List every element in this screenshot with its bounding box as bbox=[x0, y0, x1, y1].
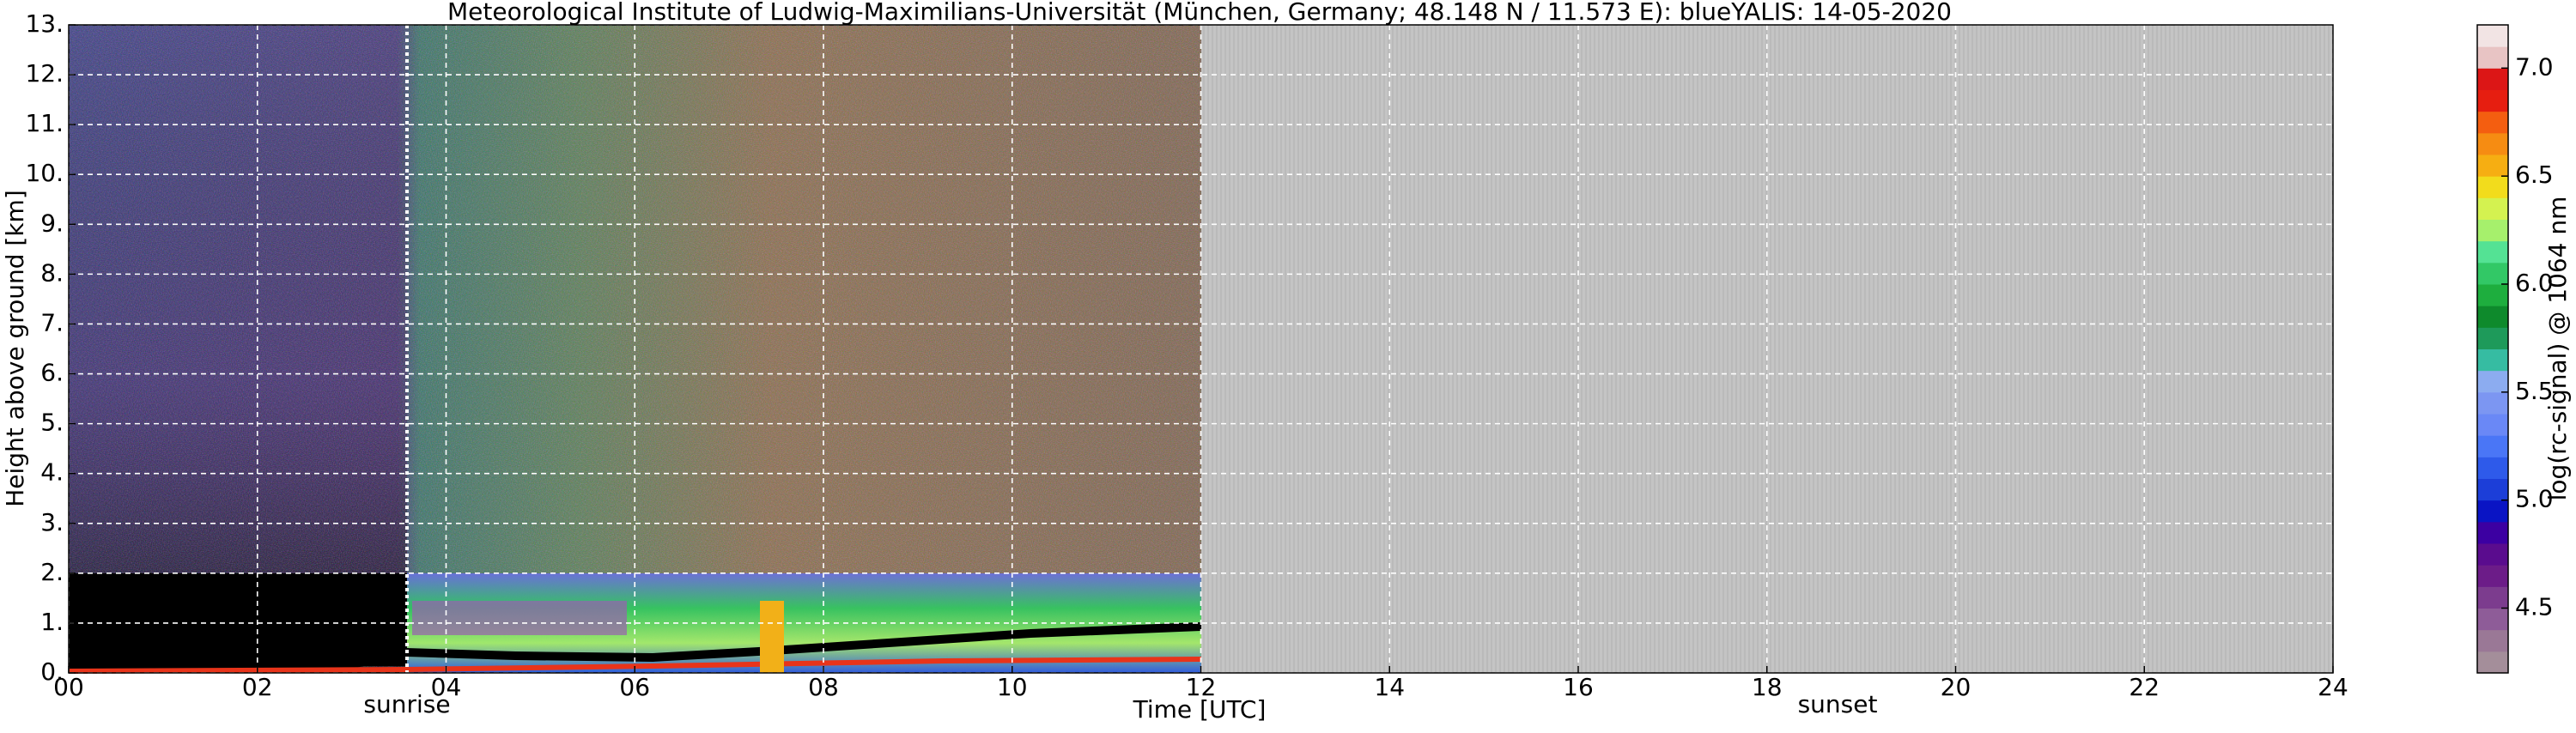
colorbar-segment bbox=[2477, 154, 2508, 177]
y-tick-label: 10. bbox=[25, 159, 64, 187]
x-tick-label: 20 bbox=[1941, 673, 1971, 701]
colorbar-tick-label: 5.0 bbox=[2515, 485, 2554, 513]
colorbar-segment bbox=[2477, 262, 2508, 285]
colorbar-tick-label: 5.5 bbox=[2515, 377, 2554, 405]
colorbar-tick-label: 6.5 bbox=[2515, 161, 2554, 189]
axes: 00 02 04 06 08 10 12 14 16 18 20 22 24 0. 1. 2. 3. 4. 5. 6.… bbox=[25, 9, 2348, 701]
colorbar-segment bbox=[2477, 457, 2508, 479]
x-tick-label: 12 bbox=[1186, 673, 1217, 701]
y-tick-label: 2. bbox=[40, 558, 64, 586]
colorbar-segment bbox=[2477, 543, 2508, 566]
colorbar-frame bbox=[2476, 24, 2509, 674]
colorbar-segment bbox=[2477, 500, 2508, 523]
colorbar: 4.5 5.0 5.5 6.0 6.5 7.0 bbox=[2476, 24, 2554, 674]
y-tick-label: 1. bbox=[40, 608, 64, 636]
colorbar-segment bbox=[2477, 306, 2508, 328]
colorbar-segment bbox=[2477, 586, 2508, 609]
colorbar-segment bbox=[2477, 414, 2508, 436]
annotation: sunrise bbox=[363, 690, 450, 718]
residual-layer bbox=[412, 601, 627, 635]
y-tick-label: 0. bbox=[40, 657, 64, 686]
colorbar-segment bbox=[2477, 435, 2508, 457]
colorbar-segment bbox=[2477, 651, 2508, 674]
x-axis-label: Time [UTC] bbox=[1133, 695, 1267, 724]
y-tick-label: 11. bbox=[25, 109, 64, 137]
colorbar-segment bbox=[2477, 111, 2508, 134]
colorbar-tick-label: 4.5 bbox=[2515, 593, 2554, 621]
y-tick-label: 5. bbox=[40, 409, 64, 437]
y-tick-label: 3. bbox=[40, 508, 64, 536]
colorbar-segment bbox=[2477, 629, 2508, 652]
colorbar-segment bbox=[2477, 176, 2508, 198]
y-tick-label: 9. bbox=[40, 209, 64, 237]
colorbar-segment bbox=[2477, 608, 2508, 631]
colorbar-segment bbox=[2477, 240, 2508, 264]
boundary-layer bbox=[407, 573, 1201, 673]
y-tick-label: 7. bbox=[40, 308, 64, 336]
x-tick-label: 08 bbox=[808, 673, 839, 701]
y-tick-label: 12. bbox=[25, 59, 64, 88]
colorbar-segment bbox=[2477, 46, 2508, 69]
colorbar-segment bbox=[2477, 219, 2508, 242]
chart-title: Meteorological Institute of Ludwig-Maxim… bbox=[447, 0, 1952, 26]
x-tick-label: 14 bbox=[1374, 673, 1405, 701]
colorbar-segment bbox=[2477, 197, 2508, 220]
cloud-feature bbox=[760, 601, 784, 673]
colorbar-segment bbox=[2477, 25, 2508, 47]
colorbar-segment bbox=[2477, 348, 2508, 372]
x-tick-label: 24 bbox=[2318, 673, 2348, 701]
colorbar-segment bbox=[2477, 391, 2508, 415]
colorbar-label: log(rc-signal) @ 1064 nm bbox=[2543, 197, 2572, 501]
x-tick-label: 06 bbox=[619, 673, 650, 701]
x-tick-label: 16 bbox=[1563, 673, 1594, 701]
colorbar-tick-label: 7.0 bbox=[2515, 52, 2554, 81]
colorbar-segment bbox=[2477, 521, 2508, 544]
annotation: sunset bbox=[1798, 690, 1878, 718]
colorbar-segment bbox=[2477, 89, 2508, 112]
x-tick-label: 02 bbox=[242, 673, 273, 701]
x-tick-label: 18 bbox=[1752, 673, 1783, 701]
colorbar-segment bbox=[2477, 132, 2508, 155]
x-tick-label: 00 bbox=[53, 673, 84, 701]
boundary-layer-top bbox=[68, 622, 1202, 672]
colorbar-segment bbox=[2477, 370, 2508, 393]
surface-layer bbox=[68, 657, 1202, 674]
colorbar-segment bbox=[2477, 565, 2508, 587]
colorbar-segment bbox=[2477, 68, 2508, 90]
colorbar-segment bbox=[2477, 284, 2508, 306]
x-tick-label: 10 bbox=[997, 673, 1028, 701]
y-tick-label: 4. bbox=[40, 458, 64, 487]
colorbar-tick-label: 6.0 bbox=[2515, 269, 2554, 297]
night-residual-layer bbox=[69, 573, 407, 666]
y-tick-label: 8. bbox=[40, 258, 64, 287]
x-tick-label: 22 bbox=[2129, 673, 2160, 701]
y-tick-label: 6. bbox=[40, 359, 64, 387]
colorbar-segment bbox=[2477, 327, 2508, 349]
y-tick-label: 13. bbox=[25, 9, 64, 38]
colorbar-segment bbox=[2477, 478, 2508, 501]
y-axis-label: Height above ground [km] bbox=[1, 190, 29, 507]
x-tick-label: 04 bbox=[431, 673, 462, 701]
